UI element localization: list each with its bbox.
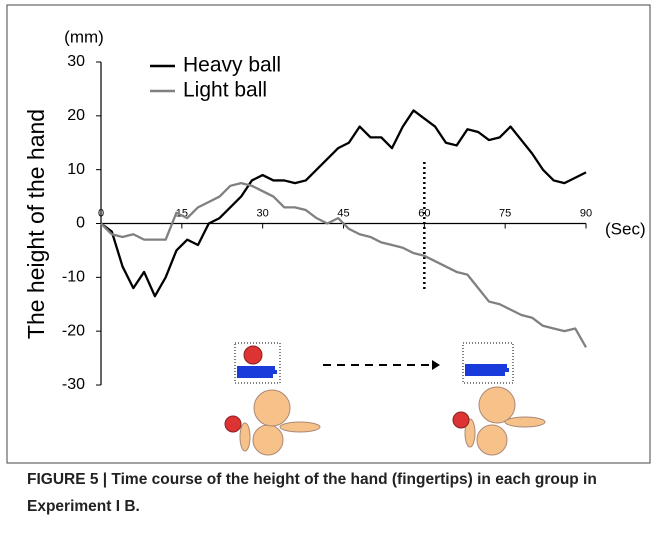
x-tick-label: 90 [580,207,592,219]
x-tick-label: 45 [337,207,349,219]
y-unit: (mm) [64,27,104,46]
x-tick-label: 30 [257,207,269,219]
line-series [100,181,587,348]
y-label: The height of the hand [23,109,49,339]
illustration [224,342,546,456]
caption: FIGURE 5 | Time course of the height of … [27,471,597,515]
y-tick-label: 0 [76,215,85,232]
y-tick-label: 10 [67,161,85,178]
x-tick-label: 75 [499,207,511,219]
frame [6,4,651,464]
x-unit: (Sec) [605,219,646,238]
x-tick-label: 0 [98,207,104,219]
legend-label: Light ball [183,79,267,102]
legend-label: Heavy ball [183,54,281,77]
y-tick-label: -10 [62,269,85,286]
y-tick-label: -30 [62,376,85,393]
y-tick-label: 30 [67,53,85,70]
y-tick-label: -20 [62,322,85,339]
line-series [100,109,587,298]
y-tick-label: 20 [67,107,85,124]
